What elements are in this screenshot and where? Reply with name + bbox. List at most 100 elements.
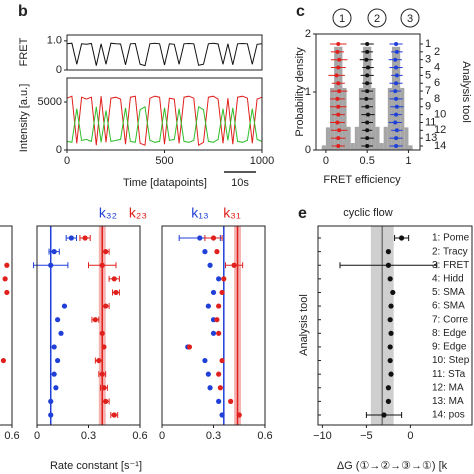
y2-tick-label: 3 (425, 54, 431, 66)
dot (394, 96, 399, 101)
row-label: 5: SMA (432, 287, 465, 298)
dot (205, 371, 211, 377)
histogram-bar (383, 126, 388, 150)
y2-tick-label: 10 (434, 109, 446, 121)
row-label: 1: Pome (432, 233, 470, 244)
dot (393, 57, 398, 62)
row-label: 6: SMA (432, 301, 465, 312)
dot (92, 317, 98, 323)
dot (366, 65, 370, 70)
dot (82, 235, 88, 241)
row-label: 11: STa (432, 369, 466, 380)
row-label: 12: MA (432, 382, 464, 393)
histogram-bar (371, 87, 376, 150)
dot (51, 344, 57, 350)
series-label: k₁₃ (191, 205, 208, 221)
plot-frame (66, 77, 263, 151)
plot-frame (66, 34, 263, 71)
plot-frame (36, 225, 141, 426)
histogram-bar (400, 87, 405, 150)
dot (381, 412, 387, 418)
row-label: 13: MA (432, 396, 464, 407)
dot (236, 412, 242, 418)
dot (365, 120, 370, 125)
dot (55, 317, 61, 323)
dot (202, 357, 208, 364)
x-axis-label: FRET efficiency (323, 174, 401, 186)
dot (216, 371, 222, 377)
dot (216, 330, 222, 336)
dot (113, 289, 119, 296)
y2-tick-label: 5 (425, 69, 431, 81)
y-axis-label: Intensity [a.u.] (18, 84, 30, 152)
dot (4, 262, 10, 268)
plot-frame (161, 225, 266, 426)
x-axis-label: Rate constant [s⁻¹] (50, 460, 142, 472)
dot (228, 398, 234, 404)
y2-tick-label: 6 (434, 77, 440, 89)
dot (99, 262, 105, 268)
dot (216, 398, 222, 404)
x-tick-label: 0.6 (257, 430, 272, 442)
dot (207, 385, 213, 391)
dot (387, 357, 393, 364)
x-tick-label: 0.6 (132, 430, 147, 442)
dot (365, 104, 370, 109)
state-label: 2 (374, 13, 380, 25)
trace (66, 95, 263, 147)
y-tick-label: 1 (305, 86, 311, 98)
state-circle (367, 8, 387, 28)
dot (103, 303, 109, 309)
histogram-bar (375, 126, 380, 150)
row-label: 14: pos (432, 410, 465, 421)
dot (394, 104, 399, 109)
dot (388, 303, 394, 309)
y-tick-label: 0 (305, 144, 311, 156)
dot (394, 42, 399, 46)
dot (210, 289, 217, 296)
dot (205, 303, 211, 309)
histogram-bar (367, 46, 372, 151)
x-tick-label: 0 (34, 430, 40, 442)
dot (364, 57, 369, 62)
y2-tick-label: 7 (425, 85, 431, 97)
dot (216, 303, 222, 309)
dot (48, 398, 54, 404)
dot (197, 235, 203, 241)
panel-label: b (18, 3, 28, 20)
x-tick-label: 0 (323, 155, 329, 167)
dot (99, 371, 105, 377)
dot (210, 330, 217, 336)
dot (393, 89, 398, 94)
y-tick-label: 5000 (38, 96, 62, 108)
state-label: 3 (407, 13, 413, 25)
dot (336, 81, 341, 86)
dot (393, 120, 398, 125)
dot (217, 385, 223, 391)
x-tick-label: 0 (64, 155, 70, 167)
dot (0, 357, 7, 364)
x-tick-label: 500 (155, 155, 173, 167)
dot (387, 317, 393, 323)
x-tick-label: 0.3 (81, 430, 96, 442)
plot-frame (317, 225, 473, 426)
dot (336, 112, 341, 117)
y-tick-label: 1.0 (47, 35, 62, 47)
histogram-bar (342, 87, 347, 150)
histogram-bar (387, 87, 392, 150)
dot (48, 262, 54, 268)
plot-frame (315, 33, 421, 151)
y-tick-label: 2 (305, 28, 311, 40)
x-axis-label: ΔG (①→②→③→①) [k (337, 460, 448, 472)
x-tick-label: −5 (360, 430, 373, 442)
row-label: 10: Step (432, 355, 470, 366)
y-tick-label: 0 (56, 144, 62, 156)
dot (394, 49, 399, 54)
dot (365, 49, 370, 54)
dot (336, 65, 341, 70)
dot (219, 289, 225, 296)
dot (61, 303, 68, 309)
histogram-bar (358, 87, 364, 150)
dot (337, 128, 342, 133)
dot (385, 398, 391, 404)
